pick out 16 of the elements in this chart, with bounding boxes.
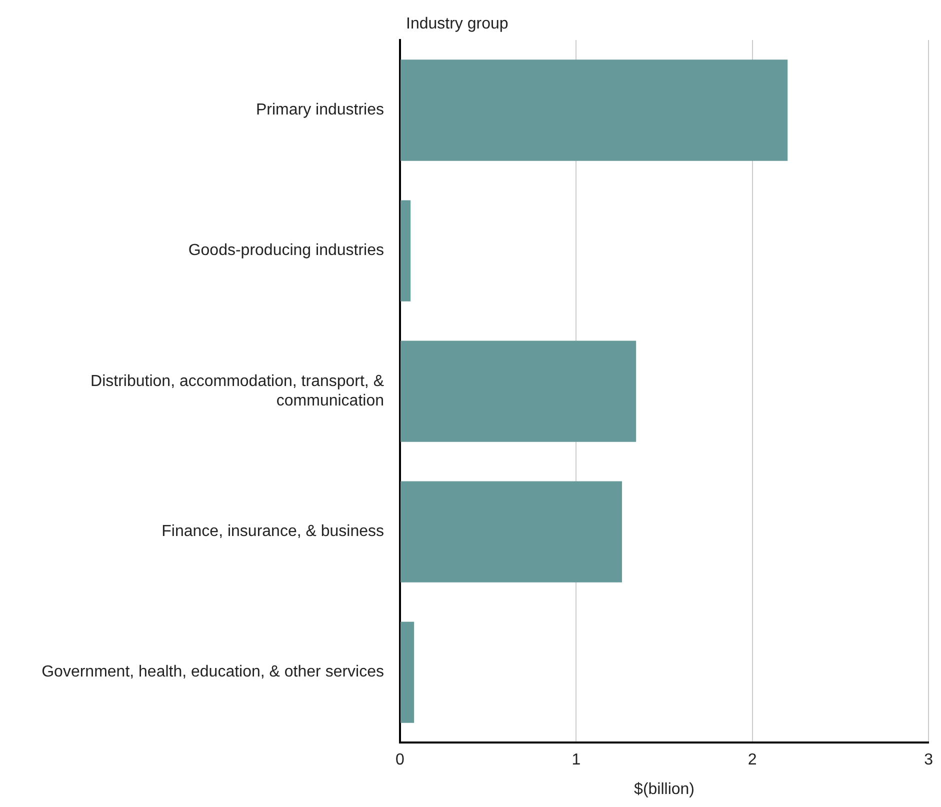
x-tick-label: 2 xyxy=(748,752,757,769)
bar xyxy=(400,200,411,302)
x-tick-label: 3 xyxy=(924,752,934,769)
x-tick-label: 1 xyxy=(572,752,581,769)
bar xyxy=(400,481,622,582)
x-tick-label: 0 xyxy=(396,752,405,769)
bar xyxy=(400,340,636,442)
y-tick-label: Goods-producing industries xyxy=(188,242,384,260)
x-axis-title: $(billion) xyxy=(634,780,695,798)
y-tick-label: Finance, insurance, & business xyxy=(162,523,384,540)
y-axis-title: Industry group xyxy=(406,15,508,32)
bar xyxy=(400,622,414,723)
y-tick-label: Primary industries xyxy=(256,102,384,119)
bar xyxy=(400,60,788,161)
y-tick-label: Government, health, education, & other services xyxy=(42,664,384,681)
y-tick-label: Distribution, accommodation, transport, & communication xyxy=(90,373,384,410)
